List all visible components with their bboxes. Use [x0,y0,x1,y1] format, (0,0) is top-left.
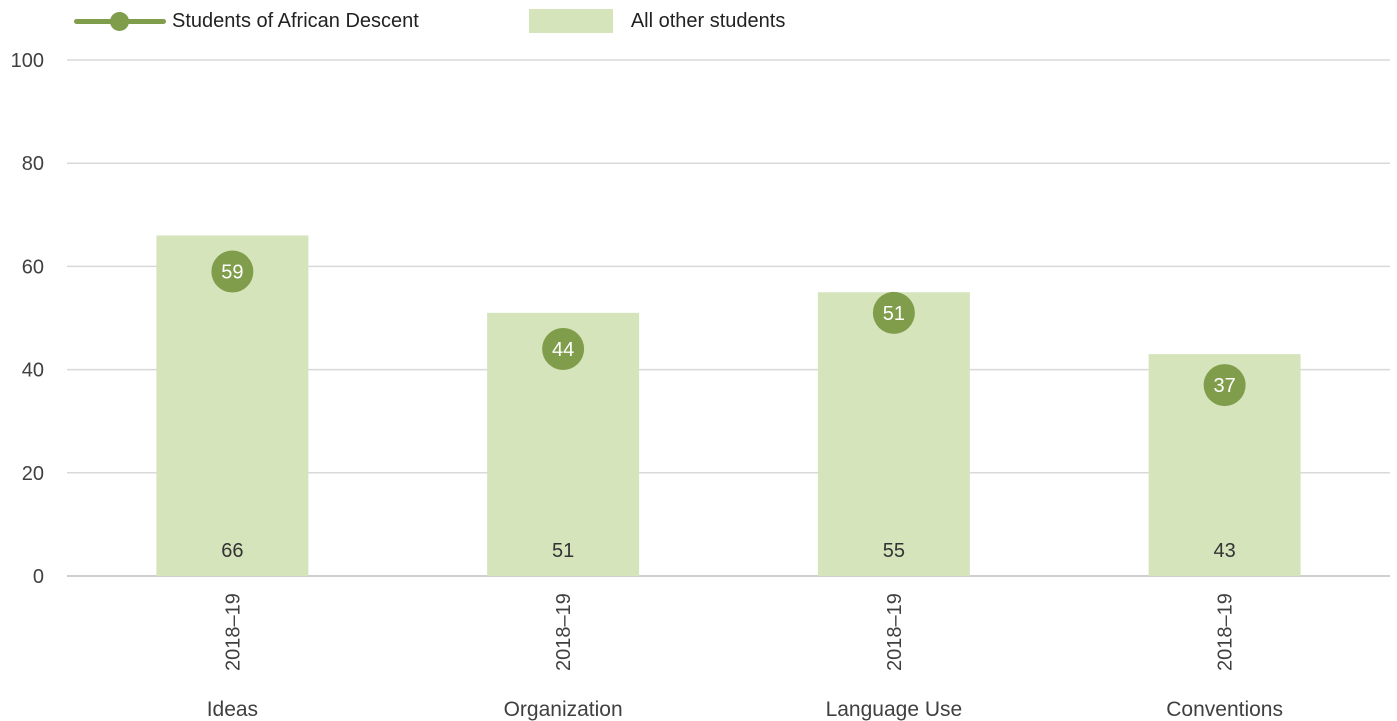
legend-swatch-icon [528,9,613,33]
marker-value-label: 44 [552,339,574,361]
bar-value-label: 55 [883,540,905,562]
y-tick-label: 40 [22,360,44,382]
legend-label-african-descent: Students of African Descent [172,9,419,32]
y-tick-label: 20 [22,463,44,485]
x-period-label: 2018–19 [553,593,575,671]
legend-line-marker-icon [74,11,166,31]
bar-value-label: 51 [552,540,574,562]
legend-item-all-other: All other students [419,9,786,33]
x-category-label: Conventions [1166,698,1283,721]
x-period-label: 2018–19 [1215,593,1237,671]
legend-item-african-descent: Students of African Descent [74,10,419,33]
legend-label-all-other: All other students [630,9,786,32]
marker-value-label: 51 [883,303,905,325]
y-tick-label: 80 [22,153,44,175]
bar-value-label: 66 [221,540,243,562]
x-category-label: Ideas [207,698,258,721]
marker-point [211,250,254,293]
x-period-label: 2018–19 [222,593,244,671]
bar [817,292,970,576]
marker-value-label: 37 [1214,375,1236,397]
x-category-label: Organization [504,698,623,721]
x-category-label: Language Use [826,698,963,721]
marker-point [872,291,915,334]
legend: Students of African Descent All other st… [74,6,785,36]
y-tick-label: 60 [22,256,44,278]
y-tick-label: 0 [33,566,44,588]
marker-value-label: 59 [221,262,243,284]
x-period-label: 2018–19 [884,593,906,671]
marker-point [542,327,585,370]
marker-point [1203,364,1246,407]
bar-value-label: 43 [1214,540,1236,562]
y-tick-label: 100 [11,50,44,72]
